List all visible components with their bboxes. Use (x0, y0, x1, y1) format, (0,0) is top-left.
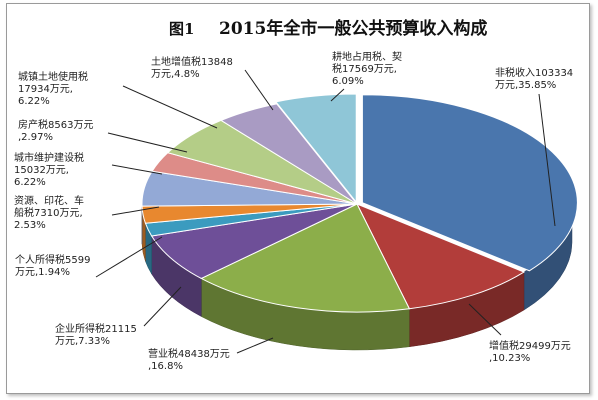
slice-3-label-line: 营业税48438万元 (148, 347, 230, 360)
slice-6-label-line: 2.53% (14, 220, 46, 231)
chart-title: 2015年全市一般公共预算收入构成 (219, 18, 487, 39)
pie-chart: 图1 2015年全市一般公共预算收入构成 非税收入103334 万元,35.85%… (14, 18, 578, 372)
slice-7-label-line: 城市维护建设税 (14, 151, 84, 164)
data-labels-group: 非税收入103334 万元,35.85% 增值税29499万元,10.23% 营业税4… (14, 50, 573, 372)
slice-10-wedge (219, 103, 358, 205)
slice-4-leader-line (143, 286, 182, 327)
pie-depth-group (141, 204, 573, 351)
slice-9-label-line: 6.22% (18, 96, 50, 107)
slice-10-label-line: 万元,4.8% (151, 69, 200, 80)
slice-8-leader-line (107, 132, 188, 153)
slice-9-label-line: 城镇土地使用税 (18, 70, 88, 83)
slice-2-leader-line (468, 303, 502, 336)
slice-9-data-label: 城镇土地使用税 17934万元, 6.22% (18, 70, 88, 107)
slice-5-label-line: 万元,1.94% (15, 267, 70, 278)
slice-11-leader-line (330, 88, 345, 102)
slice-7-leader-line (111, 164, 163, 175)
slice-10-label-line: 土地增值税13848 (151, 55, 233, 68)
slice-4-label-line: 企业所得税21115 (55, 322, 137, 335)
figure-label: 图1 (169, 20, 194, 38)
slice-5-label-line: 个人所得税5599 (15, 253, 90, 266)
slice-8-data-label: 房产税8563万元,2.97% (18, 118, 93, 143)
slice-4-label-line: 万元,7.33% (55, 336, 110, 347)
slice-11-wedge (274, 93, 357, 204)
pie-top-group (141, 93, 578, 313)
slice-4-data-label: 企业所得税21115 万元,7.33% (55, 322, 137, 347)
slice-1-wedge (361, 94, 578, 272)
slice-10-data-label: 土地增值税13848 万元,4.8% (151, 55, 233, 80)
slice-1-label-line: 万元,35.85% (495, 80, 556, 91)
slice-2-wedge (355, 203, 526, 310)
slice-7-label-line: 15032万元, (14, 165, 69, 176)
slice-1-leader-line (538, 93, 556, 227)
slice-11-label-line: 耕地占用税、契 (332, 50, 402, 63)
slice-3-wedge (200, 203, 411, 313)
leader-lines-group (95, 69, 556, 354)
slice-2-label-line: ,10.23% (489, 353, 530, 364)
slice-3-label-line: ,16.8% (148, 361, 183, 372)
slice-5-leader-line (95, 236, 163, 278)
slice-5-data-label: 个人所得税5599 万元,1.94% (15, 253, 90, 278)
slice-9-label-line: 17934万元, (18, 84, 73, 95)
slice-2-label-line: 增值税29499万元 (489, 339, 571, 352)
slice-6-leader-line (111, 206, 160, 216)
slice-9-leader-line (122, 85, 218, 129)
slice-1-data-label: 非税收入103334 万元,35.85% (495, 66, 573, 91)
slice-3-leader-line (236, 337, 274, 354)
slice-3-data-label: 营业税48438万元,16.8% (148, 347, 230, 372)
slice-7-label-line: 6.22% (14, 177, 46, 188)
slice-8-label-line: 房产税8563万元 (18, 118, 93, 131)
slice-4-wedge (150, 203, 358, 280)
slice-6-data-label: 资源、印花、车船税7310万元, 2.53% (14, 194, 84, 231)
slice-1-label-line: 非税收入103334 (495, 66, 573, 79)
slice-11-label-line: 6.09% (332, 76, 364, 87)
slice-11-data-label: 耕地占用税、契税17569万元, 6.09% (332, 50, 402, 87)
slice-6-label-line: 船税7310万元, (14, 206, 83, 219)
slice-8-label-line: ,2.97% (18, 132, 53, 143)
slice-6-label-line: 资源、印花、车 (14, 194, 84, 207)
slice-2-data-label: 增值税29499万元,10.23% (489, 339, 571, 364)
slice-11-label-line: 税17569万元, (332, 62, 397, 75)
slice-7-data-label: 城市维护建设税 15032万元, 6.22% (14, 151, 84, 188)
chart-figure: 图1 2015年全市一般公共预算收入构成 非税收入103334 万元,35.85%… (6, 3, 590, 394)
slice-10-leader-line (244, 69, 274, 111)
